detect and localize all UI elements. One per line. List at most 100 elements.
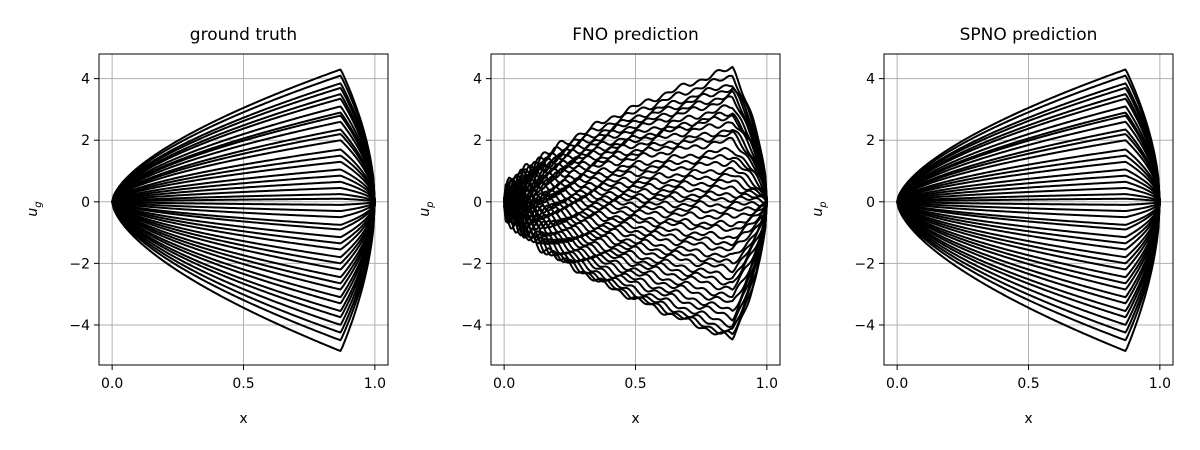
series-line (896, 200, 1161, 213)
series-line (896, 148, 1161, 203)
series-line (503, 197, 768, 247)
y-tick-label: 4 (473, 72, 482, 88)
series-line (503, 190, 768, 211)
series-line (503, 191, 768, 214)
series-line (111, 201, 376, 285)
series-line (111, 160, 376, 203)
y-tick-label: 2 (866, 133, 875, 149)
y-axis-label: up (417, 201, 436, 216)
y-axis-label: ug (25, 201, 44, 216)
series-line (503, 203, 768, 291)
series-line (896, 201, 1161, 342)
series-line (111, 82, 376, 203)
y-tick-label: −4 (854, 318, 875, 334)
series-line (111, 105, 376, 203)
series-line (503, 199, 768, 274)
y-tick-label: −2 (854, 256, 875, 272)
series-line (896, 74, 1161, 203)
tick-marks: 0.0 0.5 1.0 −4 −2 0 2 4 (854, 72, 1171, 392)
series-line (896, 93, 1161, 203)
y-axis-label-base: u (417, 208, 433, 217)
series-lines (896, 68, 1161, 353)
series-line (896, 139, 1161, 203)
x-tick-label: 0.0 (101, 376, 123, 392)
series-line (111, 201, 376, 334)
series-line (896, 201, 1161, 313)
series-line (896, 174, 1161, 203)
series-line (503, 197, 768, 322)
x-tick-label: 0.5 (232, 376, 254, 392)
series-line (896, 160, 1161, 203)
series-line (111, 128, 376, 203)
chart-title: SPNO prediction (960, 25, 1098, 45)
series-line (503, 159, 768, 207)
series-line (897, 197, 1161, 203)
series-line (896, 68, 1161, 203)
x-tick-label: 1.0 (756, 376, 778, 392)
series-line (503, 65, 768, 202)
series-line (896, 154, 1161, 203)
y-tick-label: 0 (473, 195, 482, 211)
series-line (111, 139, 376, 203)
series-line (111, 133, 376, 203)
series-line (112, 200, 376, 206)
series-line (111, 168, 376, 203)
y-axis-label-base: u (25, 208, 41, 217)
series-line (896, 82, 1161, 203)
series-line (896, 133, 1161, 203)
series-line (896, 200, 1161, 226)
x-tick-label: 0.5 (1017, 376, 1039, 392)
y-tick-label: −2 (69, 256, 90, 272)
series-line (111, 97, 376, 203)
y-tick-label: −2 (461, 256, 482, 272)
series-line (896, 201, 1161, 285)
x-tick-label: 0.5 (624, 376, 646, 392)
y-tick-label: −4 (69, 318, 90, 334)
series-line (503, 191, 768, 214)
x-tick-label: 1.0 (364, 376, 386, 392)
series-line (503, 128, 768, 212)
y-tick-label: 4 (81, 72, 90, 88)
series-line (896, 97, 1161, 203)
tick-marks: 0.0 0.5 1.0 −4 −2 0 2 4 (461, 72, 778, 392)
series-line (504, 178, 768, 206)
series-line (896, 201, 1161, 259)
series-line (896, 201, 1161, 279)
series-line (896, 201, 1161, 319)
series-line (112, 197, 376, 203)
y-tick-label: −4 (461, 318, 482, 334)
x-tick-label: 1.0 (1149, 376, 1171, 392)
series-line (896, 200, 1161, 219)
series-line (111, 93, 376, 203)
y-axis-label: up (810, 201, 829, 216)
series-line (896, 201, 1161, 305)
x-tick-label: 0.0 (493, 376, 515, 392)
series-line (111, 120, 376, 203)
series-line (111, 200, 376, 213)
series-line (111, 201, 376, 251)
y-tick-label: 2 (473, 133, 482, 149)
series-line (111, 148, 376, 203)
tick-marks: 0.0 0.5 1.0 −4 −2 0 2 4 (69, 72, 386, 392)
series-line (896, 201, 1161, 326)
y-tick-label: 2 (81, 133, 90, 149)
series-line (896, 201, 1161, 334)
series-line (896, 168, 1161, 203)
y-axis-label-base: u (810, 208, 826, 217)
series-line (896, 193, 1161, 203)
series-line (111, 201, 376, 313)
y-axis-label-subscript: p (818, 201, 829, 208)
series-line (111, 201, 376, 291)
series-line (503, 197, 768, 299)
series-line (503, 197, 768, 252)
series-line (503, 203, 768, 328)
series-line (896, 186, 1161, 203)
series-line (111, 201, 376, 271)
series-line (503, 189, 768, 232)
series-line (503, 130, 768, 202)
series-line (111, 74, 376, 203)
series-line (111, 68, 376, 203)
y-tick-label: 0 (81, 195, 90, 211)
series-line (111, 201, 376, 231)
series-lines (111, 68, 376, 353)
